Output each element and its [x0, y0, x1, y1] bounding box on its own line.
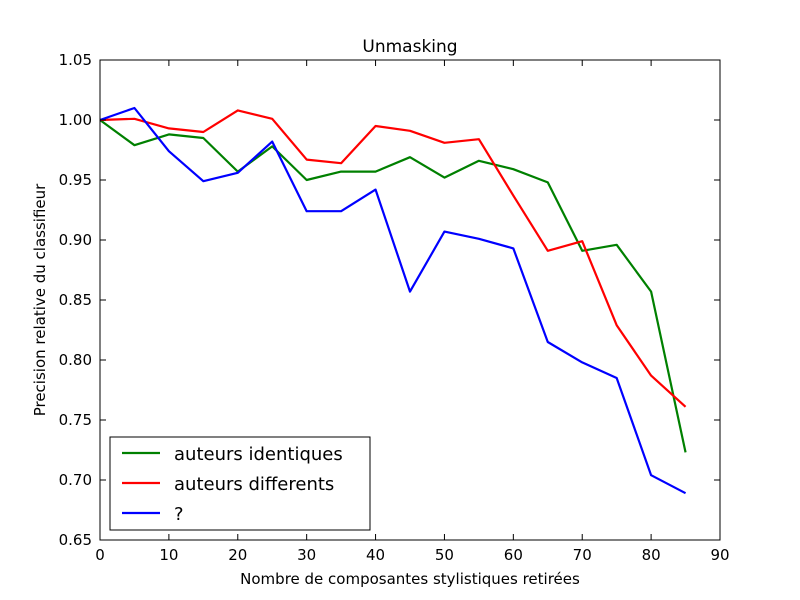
- x-axis-label: Nombre de composantes stylistiques retir…: [240, 570, 580, 588]
- legend: auteurs identiques auteurs differents?: [109, 436, 371, 531]
- x-tick-label: 40: [366, 546, 385, 564]
- y-tick-label: 0.65: [59, 531, 92, 549]
- y-axis-label: Precision relative du classifieur: [31, 183, 49, 416]
- x-tick-label: 50: [435, 546, 454, 564]
- x-tick-label: 0: [95, 546, 105, 564]
- x-tick-label: 30: [297, 546, 316, 564]
- y-tick-label: 0.85: [59, 291, 92, 309]
- y-tick-label: 1.05: [59, 51, 92, 69]
- x-tick-label: 60: [504, 546, 523, 564]
- y-tick-label: 0.80: [59, 351, 92, 369]
- legend-label-2: ?: [174, 504, 184, 525]
- y-tick-label: 0.75: [59, 411, 92, 429]
- x-tick-label: 20: [228, 546, 247, 564]
- legend-label-1: auteurs differents: [174, 474, 334, 495]
- y-tick-label: 0.90: [59, 231, 92, 249]
- x-tick-label: 80: [642, 546, 661, 564]
- x-tick-label: 70: [573, 546, 592, 564]
- series-line-0: [99, 119, 687, 453]
- legend-label-0: auteurs identiques: [174, 444, 343, 465]
- y-tick-label: 0.95: [59, 171, 92, 189]
- series-line-2: [99, 106, 687, 495]
- y-tick-label: 1.00: [59, 111, 92, 129]
- x-tick-label: 10: [159, 546, 178, 564]
- series-lines: [99, 106, 687, 495]
- x-axis-ticks: 0 10 20 30 40 50 60 70 80 90: [95, 60, 730, 564]
- y-tick-label: 0.70: [59, 471, 92, 489]
- x-tick-label: 90: [710, 546, 729, 564]
- series-line-1: [99, 109, 687, 408]
- chart-title: Unmasking: [362, 37, 457, 57]
- y-axis-ticks: 0.65 0.70 0.75 0.80 0.85 0.90 0.95 1.00 1.05: [59, 51, 720, 549]
